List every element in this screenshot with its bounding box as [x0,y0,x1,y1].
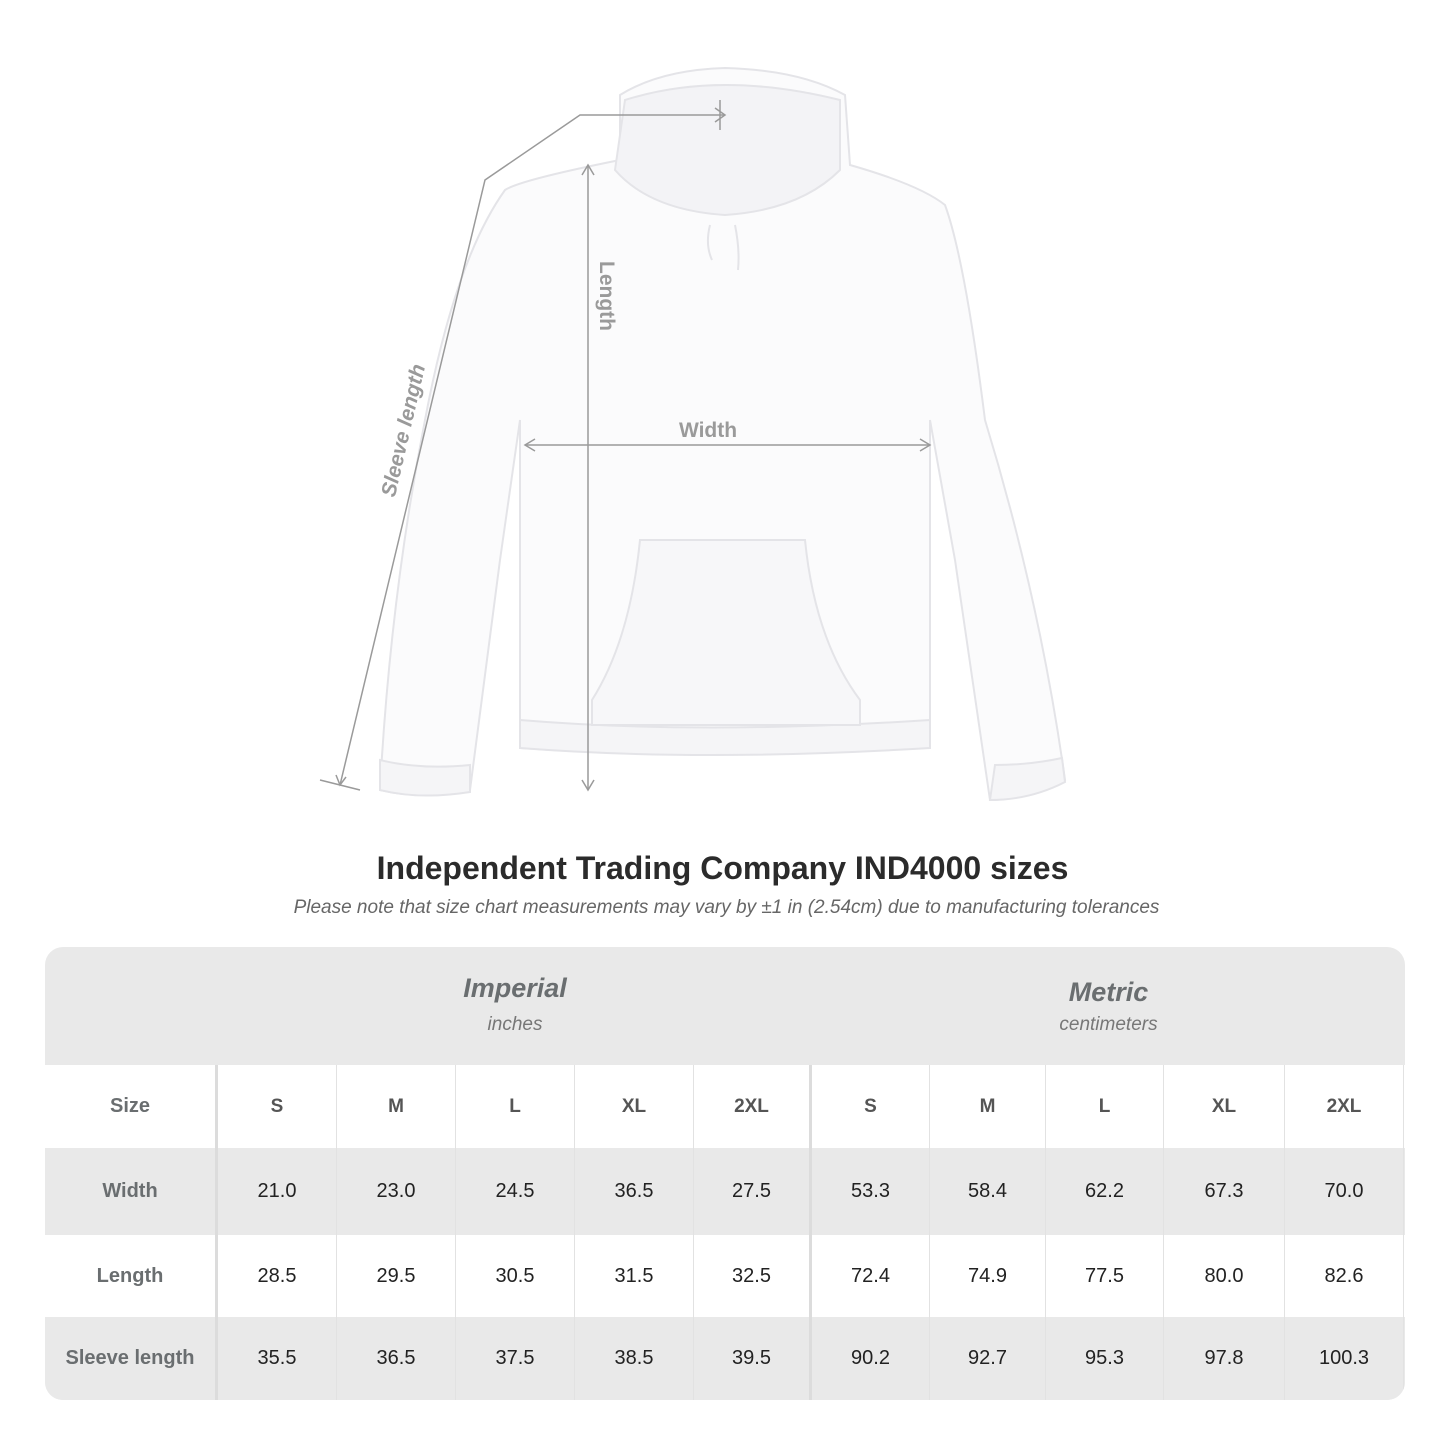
value-cell: 70.0 [1285,1148,1404,1235]
value-cell: 39.5 [694,1317,812,1400]
value-cell: 100.3 [1285,1317,1404,1400]
size-header-cell: XL [1164,1065,1285,1148]
size-header-cell: 2XL [694,1065,812,1148]
value-cell: 35.5 [218,1317,337,1400]
value-cell: 77.5 [1046,1235,1164,1317]
value-cell: 74.9 [930,1235,1046,1317]
size-header-cell: L [1046,1065,1164,1148]
size-table: Imperial inches Metric centimeters Size S… [45,947,1405,1400]
value-cell: 80.0 [1164,1235,1285,1317]
value-cell: 38.5 [575,1317,694,1400]
value-cell: 32.5 [694,1235,812,1317]
value-cell: 24.5 [456,1148,575,1235]
tolerance-note: Please note that size chart measurements… [293,897,1160,918]
metric-heading: Metric [1068,977,1149,1007]
size-header-cell: S [812,1065,930,1148]
metric-header: Metric centimeters [812,947,1405,1065]
size-header-cell: XL [575,1065,694,1148]
imperial-heading: Imperial [463,973,567,1003]
value-cell: 58.4 [930,1148,1046,1235]
value-cell: 97.8 [1164,1317,1285,1400]
size-header-cell: M [930,1065,1046,1148]
size-header-cell: 2XL [1285,1065,1404,1148]
imperial-unit: inches [487,1014,543,1035]
value-cell: 90.2 [812,1317,930,1400]
row-label: Sleeve length [45,1317,218,1400]
row-label: Size [45,1065,218,1148]
table-row: Sleeve length 35.5 36.5 37.5 38.5 39.5 90.2 92.… [45,1317,1405,1400]
value-cell: 53.3 [812,1148,930,1235]
value-cell: 67.3 [1164,1148,1285,1235]
hoodie-illustration [378,66,1067,802]
value-cell: 37.5 [456,1317,575,1400]
value-cell: 82.6 [1285,1235,1404,1317]
size-header-cell: S [218,1065,337,1148]
value-cell: 21.0 [218,1148,337,1235]
value-cell: 72.4 [812,1235,930,1317]
value-cell: 62.2 [1046,1148,1164,1235]
hoodie-diagram: Width Length Sleeve length [319,66,1067,802]
width-label: Width [679,419,737,442]
row-label: Length [45,1235,218,1317]
value-cell: 30.5 [456,1235,575,1317]
value-cell: 36.5 [337,1317,456,1400]
value-cell: 36.5 [575,1148,694,1235]
length-label: Length [595,261,618,331]
value-cell: 27.5 [694,1148,812,1235]
row-label: Width [45,1148,218,1235]
value-cell: 29.5 [337,1235,456,1317]
value-cell: 28.5 [218,1235,337,1317]
measurement-lines [319,100,932,792]
value-cell: 23.0 [337,1148,456,1235]
value-cell: 95.3 [1046,1317,1164,1400]
value-cell: 92.7 [930,1317,1046,1400]
sleeve-length-arrow [339,114,725,786]
imperial-header: Imperial inches [218,947,812,1065]
metric-unit: centimeters [1059,1014,1158,1035]
page-title: Independent Trading Company IND4000 size… [376,850,1069,886]
size-header-cell: L [456,1065,575,1148]
value-cell: 31.5 [575,1235,694,1317]
size-header-cell: M [337,1065,456,1148]
size-header-row: Size S M L XL 2XL S M L XL 2XL [45,1065,1405,1148]
table-row: Width 21.0 23.0 24.5 36.5 27.5 53.3 58.4 62.2 67.… [45,1148,1405,1235]
table-row: Length 28.5 29.5 30.5 31.5 32.5 72.4 74.9 77.5 80… [45,1235,1405,1317]
